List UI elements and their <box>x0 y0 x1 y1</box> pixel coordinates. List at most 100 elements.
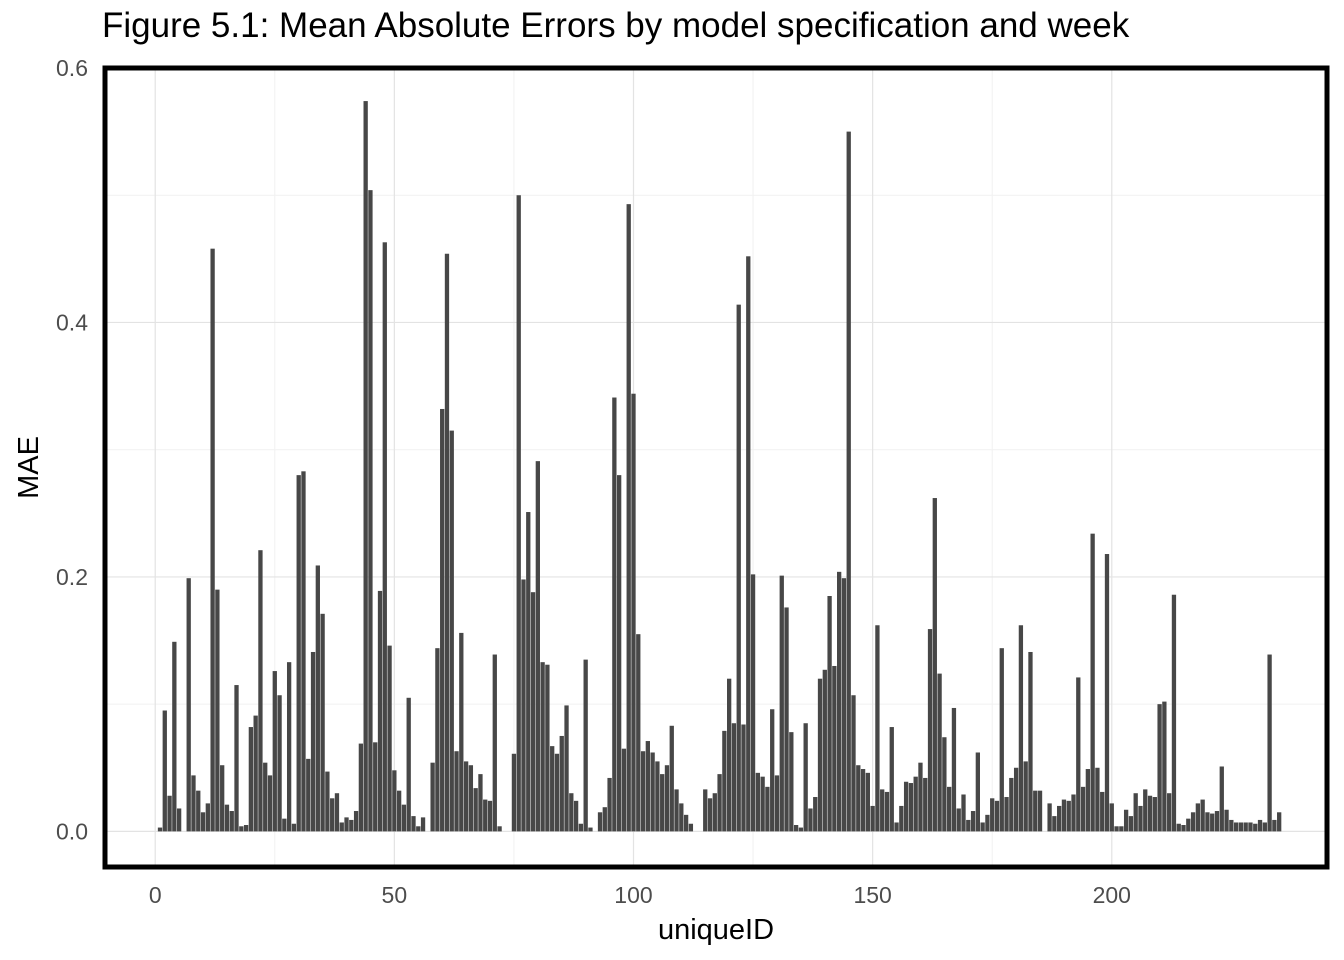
bar <box>363 101 368 832</box>
bar <box>516 195 521 832</box>
x-tick-label: 100 <box>614 882 652 908</box>
bar <box>334 793 340 832</box>
bar <box>234 685 239 832</box>
bar <box>908 783 914 832</box>
bar <box>755 772 760 832</box>
bar <box>320 613 325 832</box>
bar <box>353 811 359 832</box>
bar <box>229 811 234 832</box>
plot-border <box>102 65 1330 870</box>
bar <box>626 204 631 832</box>
bar <box>793 825 799 832</box>
bar <box>650 752 655 832</box>
bar <box>774 775 780 832</box>
bar <box>1257 819 1263 832</box>
bar <box>870 805 875 832</box>
bar <box>1262 822 1267 832</box>
bar <box>731 723 737 832</box>
bar <box>617 475 622 832</box>
bar <box>841 578 847 832</box>
bar <box>564 705 569 832</box>
bar <box>846 131 851 832</box>
bar <box>779 575 784 832</box>
bar <box>1190 812 1196 832</box>
bar <box>722 730 727 832</box>
bar <box>416 826 421 832</box>
bar <box>1128 816 1134 832</box>
bar <box>894 822 899 832</box>
y-axis-ticks: 0.0 0.2 0.4 0.6 <box>56 55 88 844</box>
bar <box>1205 812 1210 832</box>
bar <box>487 800 493 832</box>
bar <box>157 827 163 832</box>
bar <box>1272 819 1277 832</box>
bar <box>712 793 717 832</box>
bar <box>1157 704 1162 832</box>
bar <box>607 777 612 832</box>
chart-title: Figure 5.1: Mean Absolute Errors by mode… <box>102 6 1130 45</box>
bar <box>1176 823 1181 832</box>
bar <box>889 727 894 832</box>
bar <box>707 798 713 832</box>
bar <box>511 753 517 832</box>
bar <box>243 825 249 832</box>
bar <box>559 735 564 832</box>
bar <box>205 803 210 832</box>
bar <box>1109 803 1114 832</box>
bar <box>655 761 660 832</box>
bar <box>827 596 832 832</box>
bar <box>358 743 364 832</box>
bar <box>420 817 426 832</box>
bar <box>727 678 732 832</box>
bar <box>765 786 770 832</box>
bar <box>717 774 722 832</box>
bar <box>377 590 383 832</box>
bar <box>1167 793 1172 832</box>
bar <box>263 762 268 832</box>
bar <box>191 775 196 832</box>
bar <box>325 771 330 832</box>
bar <box>1181 825 1186 832</box>
bar <box>286 662 292 832</box>
bar <box>746 256 751 832</box>
bar <box>200 812 206 832</box>
bar <box>186 578 191 832</box>
bar <box>951 707 957 832</box>
bar <box>550 746 555 832</box>
bar <box>899 805 904 832</box>
bar <box>1243 822 1248 832</box>
bar <box>664 765 670 832</box>
bar <box>220 765 225 832</box>
bar <box>578 823 584 832</box>
bar <box>640 751 646 832</box>
bar <box>430 762 435 832</box>
bar <box>258 550 263 832</box>
bar <box>1018 625 1024 832</box>
bar <box>1143 789 1148 832</box>
bar <box>530 592 536 832</box>
bar <box>1233 822 1239 832</box>
x-tick-label: 0 <box>149 882 162 908</box>
bar <box>526 512 531 832</box>
bar <box>741 724 746 832</box>
bar <box>1277 812 1282 832</box>
bar <box>215 589 220 832</box>
y-tick-label: 0.4 <box>56 309 88 335</box>
bar <box>1085 769 1091 832</box>
bar <box>961 794 966 832</box>
bar <box>808 808 813 832</box>
x-tick-label: 150 <box>853 882 891 908</box>
bar <box>392 770 397 832</box>
bar <box>167 795 172 832</box>
bar <box>621 748 627 832</box>
bar <box>1061 799 1067 832</box>
bar <box>884 791 890 832</box>
bar <box>301 471 306 832</box>
bar <box>373 742 378 832</box>
bar <box>923 777 928 832</box>
bar <box>1023 761 1028 832</box>
bar <box>985 814 990 832</box>
bar <box>813 797 818 832</box>
bar <box>660 774 665 832</box>
bar <box>210 248 215 832</box>
